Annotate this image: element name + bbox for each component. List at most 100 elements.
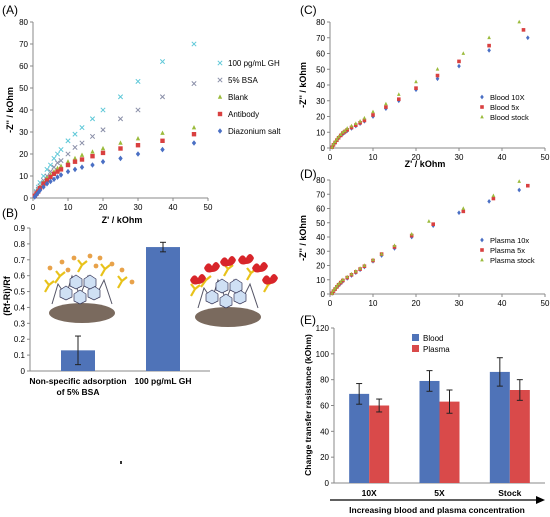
legend-swatch	[412, 345, 419, 352]
x-tick-label: 20	[412, 299, 421, 308]
y-tick-label: 10	[316, 276, 325, 285]
data-point	[341, 277, 345, 282]
data-point	[65, 151, 71, 157]
data-point	[362, 263, 367, 267]
x-tick-label: 40	[169, 203, 178, 212]
data-point	[191, 132, 197, 137]
y-tick-label: 10	[316, 128, 325, 137]
y-tick-label: 20	[316, 113, 325, 122]
data-point	[100, 150, 106, 156]
data-point	[44, 166, 50, 172]
legend-label: Plasma 10x	[490, 236, 529, 245]
x-tick-label: 30	[455, 153, 464, 162]
y-tick-label: 60	[320, 402, 329, 411]
data-point	[54, 160, 61, 166]
data-point	[100, 158, 106, 165]
data-point	[480, 114, 484, 119]
bar	[369, 405, 390, 483]
x-tick-label: 20	[99, 203, 108, 212]
panel-e-chart: Change transfer resistance (kOhm) Increa…	[303, 324, 545, 515]
data-point	[217, 60, 223, 66]
data-point	[160, 138, 165, 143]
data-point	[41, 184, 46, 190]
category-label: Stock	[498, 488, 521, 498]
data-point	[362, 118, 367, 123]
data-point	[333, 139, 337, 144]
legend-label: Antibody	[228, 110, 259, 119]
y-tick-label: 30	[19, 128, 28, 137]
data-point	[480, 105, 484, 109]
x-tick-label: 30	[455, 299, 464, 308]
x-tick-label: 50	[204, 203, 213, 212]
data-point	[409, 233, 414, 238]
legend-label: 100 pg/mL GH	[228, 59, 280, 68]
y-tick-label: 80	[19, 18, 28, 27]
data-point	[491, 193, 496, 198]
y-tick-label: 50	[316, 65, 325, 74]
y-tick-label: 50	[19, 84, 28, 93]
data-point	[48, 178, 53, 185]
x-tick-label: 40	[498, 153, 507, 162]
data-point	[58, 167, 64, 172]
data-point	[330, 291, 334, 295]
y-tick-label: 50	[316, 219, 325, 228]
data-point	[435, 76, 440, 82]
data-point	[72, 166, 78, 173]
x-tick-label: 20	[412, 153, 421, 162]
data-point	[397, 92, 401, 96]
data-point	[371, 257, 375, 262]
data-point	[135, 151, 141, 157]
x-tick-label: 10	[64, 203, 73, 212]
y-tick-label: 0.3	[14, 319, 26, 328]
data-point	[461, 209, 466, 214]
data-point	[521, 28, 526, 32]
data-point	[349, 125, 354, 130]
data-point	[191, 140, 197, 146]
data-point	[338, 132, 343, 137]
data-point	[135, 78, 141, 84]
y-tick-label: 10	[19, 172, 28, 181]
y-axis-label: -Z'' / kOhm	[298, 62, 308, 108]
panel-d-chart: -Z'' / kOhm 0 10 20 30 40 50 0 10 20 30 40 50 60 70 80…	[298, 176, 550, 308]
panel-label-a: (A)	[2, 3, 18, 17]
data-point	[159, 94, 166, 100]
data-point	[517, 19, 521, 24]
y-tick-label: 20	[320, 453, 329, 462]
data-point	[135, 107, 141, 113]
data-point	[354, 123, 358, 127]
data-point	[457, 63, 461, 69]
y-tick-label: 100	[316, 350, 330, 359]
data-point	[487, 198, 491, 204]
y-tick-label: 40	[19, 106, 28, 115]
data-point	[65, 138, 71, 144]
legend-swatch	[412, 334, 419, 341]
data-point	[58, 172, 64, 178]
data-point	[487, 43, 491, 48]
bar	[349, 393, 370, 483]
data-point	[54, 151, 61, 157]
data-point	[461, 51, 466, 55]
data-point	[118, 140, 123, 145]
x-tick-label: 0	[328, 299, 333, 308]
data-point	[457, 210, 461, 216]
data-point	[47, 162, 54, 168]
data-point	[51, 171, 57, 176]
data-point	[217, 77, 223, 83]
data-point	[384, 101, 388, 106]
y-tick-label: 0	[325, 479, 330, 488]
data-point	[341, 130, 345, 134]
data-point	[100, 145, 106, 151]
data-point	[118, 155, 123, 162]
data-point	[90, 149, 95, 154]
data-point	[44, 178, 50, 183]
data-point	[358, 121, 362, 125]
panel-c-chart: -Z'' / kOhm Z' / kOhm 0 10 20 30 40 50 0 10 20 30…	[298, 18, 550, 169]
y-tick-label: 0.2	[14, 335, 26, 344]
legend-label: Blood 10X	[490, 93, 525, 102]
legend-label: Blank	[228, 93, 249, 102]
data-point	[51, 155, 57, 161]
y-tick-label: 60	[19, 62, 28, 71]
legend-label: 5% BSA	[228, 76, 258, 85]
y-tick-label: 80	[316, 176, 325, 185]
concentration-annotation: Increasing blood and plasma concentratio…	[349, 505, 525, 515]
